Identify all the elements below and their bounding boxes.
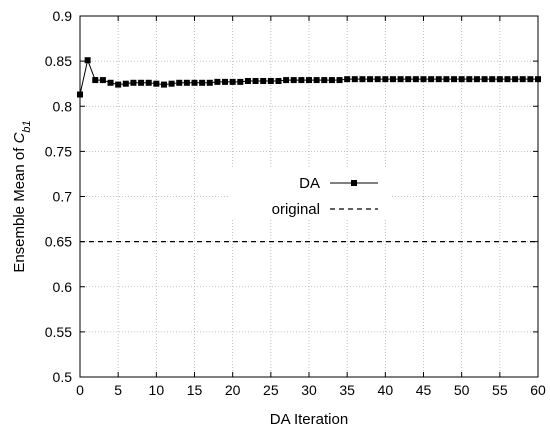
y-tick-label: 0.65 <box>45 234 72 250</box>
x-tick-label: 15 <box>187 382 203 398</box>
series-da-marker <box>160 81 167 88</box>
series-da-marker <box>367 76 374 83</box>
series-da-marker <box>489 76 496 83</box>
series-da-marker <box>237 78 244 85</box>
y-axis-label-text: Ensemble Mean of <box>11 143 28 272</box>
legend-entry-original: original <box>272 201 378 218</box>
y-axis-label-variable: C <box>11 132 28 143</box>
series-da-marker <box>84 57 91 64</box>
y-tick-label: 0.7 <box>53 189 73 205</box>
series-da-marker <box>382 76 389 83</box>
x-tick-label: 10 <box>149 382 165 398</box>
series-da-marker <box>290 77 297 84</box>
series-da-marker <box>527 76 534 83</box>
legend-swatch-da-marker <box>351 180 357 186</box>
series-da-marker <box>283 77 290 84</box>
series-da-marker <box>351 76 358 83</box>
tick-layer: 0 5 10 15 20 25 30 35 40 45 50 55 60 0.5 0.55 0.6 0.65 0.… <box>45 8 546 398</box>
series-da-marker <box>328 77 335 84</box>
series-da-marker <box>130 79 137 86</box>
series-da-marker <box>99 77 106 84</box>
series-da-marker <box>466 76 473 83</box>
series-da-marker <box>267 77 274 84</box>
series-da-marker <box>420 76 427 83</box>
y-tick-label: 0.6 <box>53 279 73 295</box>
series-da-marker <box>191 79 198 86</box>
series-da-marker <box>359 76 366 83</box>
series-da-marker <box>504 76 511 83</box>
series-da-marker <box>244 77 251 84</box>
x-tick-label: 45 <box>416 382 432 398</box>
series-da-marker <box>458 76 465 83</box>
y-tick-label: 0.85 <box>45 53 72 69</box>
series-da-marker <box>252 77 259 84</box>
series-da-marker <box>306 77 312 84</box>
y-tick-label: 0.75 <box>45 143 72 159</box>
series-da-marker <box>138 79 145 86</box>
series-da-marker <box>321 77 328 84</box>
x-axis-label: DA Iteration <box>270 411 348 428</box>
series-da-marker <box>428 76 435 83</box>
series-da-marker <box>122 80 129 87</box>
series-da-marker <box>412 76 419 83</box>
series-da-marker <box>199 79 206 86</box>
legend-background <box>230 168 390 220</box>
x-tick-label: 30 <box>301 382 317 398</box>
legend-label-original: original <box>272 201 320 218</box>
series-da-marker <box>298 77 305 84</box>
y-tick-label: 0.9 <box>53 8 73 24</box>
series-da-marker <box>183 79 190 86</box>
x-tick-label: 50 <box>454 382 470 398</box>
series-da-marker <box>451 76 458 83</box>
x-tick-label: 40 <box>378 382 394 398</box>
series-da-marker <box>222 78 229 85</box>
series-da-marker <box>214 78 221 85</box>
series-da-marker <box>435 76 442 83</box>
legend-label-da: DA <box>299 175 320 192</box>
y-axis-label: Ensemble Mean of Cb1 <box>11 120 33 272</box>
series-da-marker <box>496 76 503 83</box>
series-da-marker <box>443 76 450 83</box>
series-da-marker <box>115 81 122 88</box>
series-da-marker <box>176 79 183 86</box>
y-tick-label: 0.5 <box>53 369 73 385</box>
x-tick-label: 35 <box>339 382 355 398</box>
legend: DA original <box>230 168 390 220</box>
y-tick-label: 0.55 <box>45 324 72 340</box>
series-da-marker <box>481 76 488 83</box>
series-da-marker <box>145 79 152 86</box>
series-da-marker <box>275 77 282 84</box>
series-da-marker <box>206 79 213 86</box>
series-da-marker <box>344 76 351 83</box>
series-da-marker <box>260 77 267 84</box>
legend-entry-da: DA <box>299 175 378 192</box>
series-da-marker <box>519 76 526 83</box>
series-da-marker <box>336 77 343 84</box>
series-da-marker <box>107 79 114 86</box>
series-da-marker <box>168 80 175 87</box>
x-tick-label: 25 <box>263 382 279 398</box>
x-tick-label: 20 <box>225 382 241 398</box>
x-tick-label: 5 <box>114 382 122 398</box>
series-da-marker <box>389 76 396 83</box>
series-da-marker <box>512 76 519 83</box>
series-da-marker <box>405 76 412 83</box>
x-tick-label: 55 <box>492 382 508 398</box>
series-da-marker <box>153 80 160 87</box>
y-tick-label: 0.8 <box>53 98 73 114</box>
x-tick-label: 60 <box>530 382 546 398</box>
series-da-marker <box>374 76 381 83</box>
y-axis-label-subscript: b1 <box>21 120 33 132</box>
series-da-marker <box>92 77 99 84</box>
x-tick-label: 0 <box>76 382 84 398</box>
series-da-marker <box>473 76 480 83</box>
series-da-marker <box>229 78 236 85</box>
series-da-marker <box>397 76 404 83</box>
series-da-marker <box>313 77 320 84</box>
